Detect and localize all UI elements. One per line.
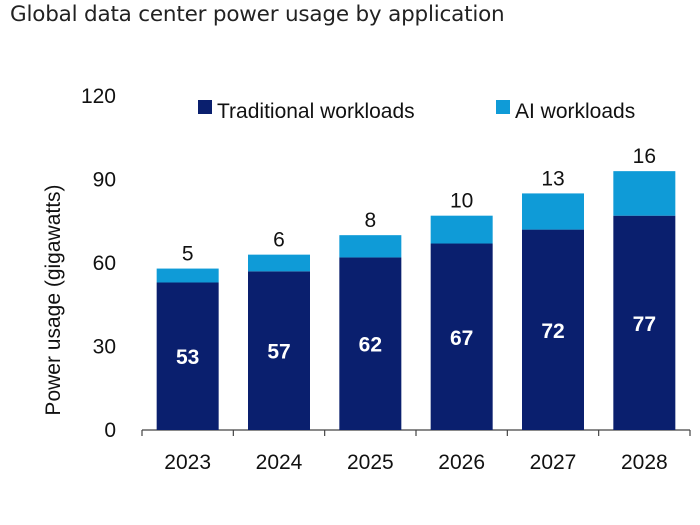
chart-title: Global data center power usage by applic… (10, 2, 505, 27)
y-tick-label: 0 (104, 419, 116, 442)
bar-traditional-2025 (339, 257, 402, 430)
data-label-traditional: 57 (267, 341, 290, 364)
bar-traditional-2024 (248, 271, 310, 430)
data-label-ai: 5 (182, 243, 194, 266)
legend-label-ai: AI workloads (515, 100, 635, 123)
legend-label-traditional: Traditional workloads (217, 100, 415, 123)
bar-ai-2026 (430, 215, 493, 244)
bar-traditional-2023 (156, 282, 219, 430)
bar-ai-2023 (156, 268, 219, 283)
bar-traditional-2028 (613, 215, 676, 430)
data-label-traditional: 53 (176, 346, 199, 369)
x-tick-label: 2025 (347, 451, 394, 474)
x-tick-label: 2024 (256, 451, 303, 474)
bar-traditional-2027 (522, 229, 584, 430)
y-axis-title: Power usage (gigawatts) (42, 184, 65, 415)
y-tick-label: 60 (93, 252, 116, 275)
legend-swatch-ai (496, 100, 510, 114)
data-label-traditional: 72 (541, 320, 564, 343)
data-label-ai: 16 (633, 145, 656, 168)
x-tick-label: 2028 (621, 451, 668, 474)
legend: Traditional workloads AI workloads (198, 100, 635, 123)
bar-ai-2024 (248, 254, 310, 272)
data-label-ai: 6 (273, 229, 285, 252)
bar-traditional-2026 (430, 243, 493, 430)
x-tick-label: 2023 (164, 451, 211, 474)
bar-ai-2028 (613, 171, 676, 216)
data-label-traditional: 77 (633, 313, 656, 336)
data-label-ai: 8 (364, 209, 376, 232)
data-label-traditional: 62 (359, 334, 382, 357)
legend-swatch-traditional (198, 100, 212, 114)
bar-ai-2025 (339, 235, 402, 258)
y-tick-label: 90 (93, 169, 116, 192)
data-label-ai: 13 (541, 167, 564, 190)
y-tick-label: 120 (81, 85, 116, 108)
data-label-traditional: 67 (450, 327, 473, 350)
x-tick-label: 2026 (438, 451, 485, 474)
bar-ai-2027 (522, 193, 584, 230)
x-tick-label: 2027 (530, 451, 577, 474)
y-tick-label: 30 (93, 336, 116, 359)
data-label-ai: 10 (450, 190, 473, 213)
